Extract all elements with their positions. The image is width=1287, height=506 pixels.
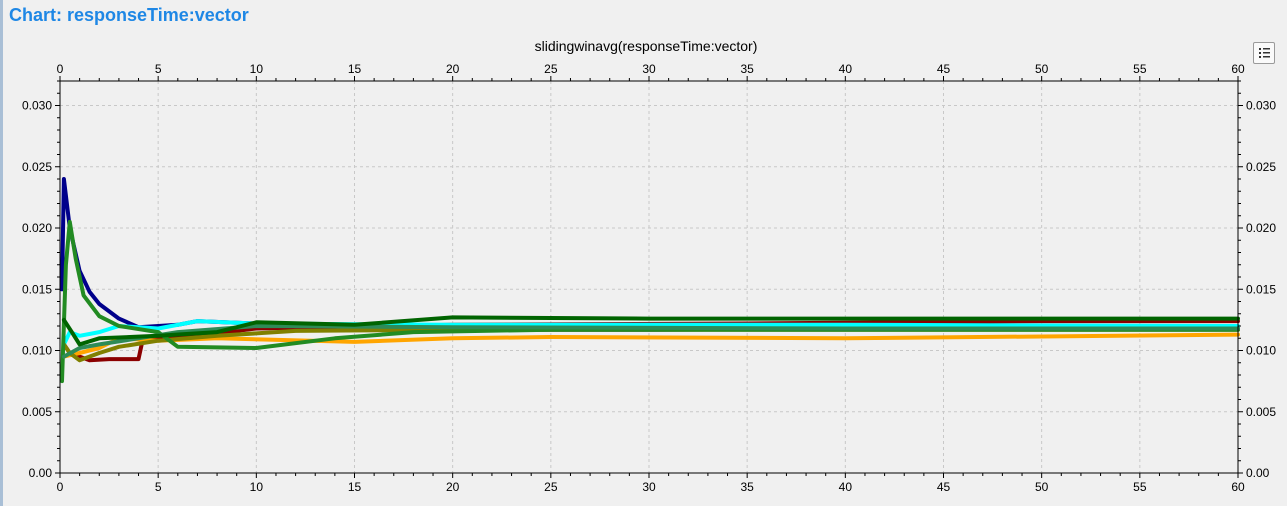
- series-line-1: [60, 177, 1240, 332]
- x-tick-label: 50: [1035, 480, 1049, 494]
- x-tick-label-top: 10: [250, 62, 264, 76]
- x-tick-label-top: 60: [1231, 62, 1245, 76]
- y-tick-label-right: 0.015: [1246, 282, 1276, 296]
- x-tick-label: 40: [839, 480, 853, 494]
- x-tick-label: 60: [1231, 480, 1245, 494]
- series-lines: [60, 177, 1240, 384]
- series-line-6: [60, 219, 1240, 384]
- series-line-7: [61, 324, 1240, 359]
- x-tick-label: 30: [642, 480, 656, 494]
- x-tick-label-top: 35: [740, 62, 754, 76]
- y-tick-label: 0.00: [29, 466, 53, 480]
- y-tick-label-right: 0.020: [1246, 221, 1276, 235]
- x-tick-label-top: 20: [446, 62, 460, 76]
- x-tick-label-top: 5: [155, 62, 162, 76]
- chart-title: slidingwinavg(responseTime:vector): [535, 38, 758, 54]
- y-tick-label: 0.010: [22, 344, 52, 358]
- y-tick-label: 0.025: [22, 160, 52, 174]
- y-tick-label: 0.030: [22, 99, 52, 113]
- legend-list-icon: [1259, 48, 1270, 58]
- grid-lines: [59, 81, 1239, 473]
- window-edge: [0, 0, 3, 506]
- x-tick-label: 15: [348, 480, 362, 494]
- x-tick-label: 10: [250, 480, 264, 494]
- x-tick-label: 0: [57, 480, 64, 494]
- axis-ticks: 0055101015152020252530303535404045455050…: [22, 62, 1276, 494]
- series-line-8: [61, 315, 1240, 347]
- y-tick-label: 0.015: [22, 282, 52, 296]
- x-tick-label-top: 40: [839, 62, 853, 76]
- y-tick-label-right: 0.030: [1246, 99, 1276, 113]
- x-tick-label-top: 25: [544, 62, 558, 76]
- series-line-4: [61, 332, 1240, 359]
- x-tick-label-top: 50: [1035, 62, 1049, 76]
- x-tick-label: 45: [937, 480, 951, 494]
- x-tick-label: 5: [155, 480, 162, 494]
- x-tick-label-top: 0: [57, 62, 64, 76]
- x-tick-label: 55: [1133, 480, 1147, 494]
- x-tick-label: 20: [446, 480, 460, 494]
- x-tick-label-top: 30: [642, 62, 656, 76]
- y-tick-label-right: 0.005: [1246, 405, 1276, 419]
- y-tick-label: 0.020: [22, 221, 52, 235]
- y-tick-label-right: 0.025: [1246, 160, 1276, 174]
- series-line-3: [61, 319, 1240, 347]
- x-tick-label: 35: [740, 480, 754, 494]
- x-tick-label-top: 45: [937, 62, 951, 76]
- page-title: Chart: responseTime:vector: [9, 5, 249, 25]
- y-tick-label-right: 0.010: [1246, 344, 1276, 358]
- y-tick-label-right: 0.00: [1246, 466, 1270, 480]
- x-tick-label: 25: [544, 480, 558, 494]
- legend-toggle-button[interactable]: [1253, 42, 1275, 64]
- plot-frame: [59, 80, 1239, 474]
- x-tick-label-top: 55: [1133, 62, 1147, 76]
- x-tick-label-top: 15: [348, 62, 362, 76]
- y-tick-label: 0.005: [22, 405, 52, 419]
